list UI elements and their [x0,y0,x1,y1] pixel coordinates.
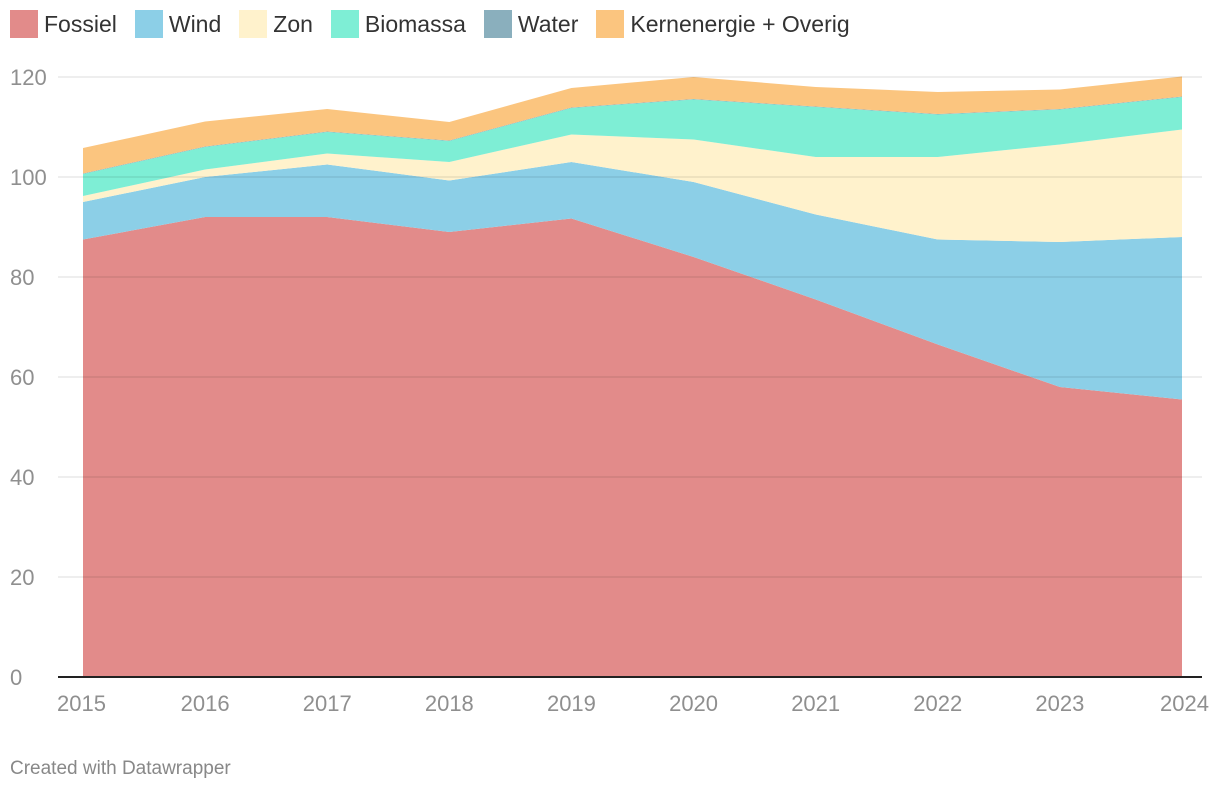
x-tick-label: 2019 [547,691,596,716]
legend-label-wind: Wind [168,10,222,37]
legend-item-zon: Zon [239,10,313,38]
chart-legend: Fossiel Wind Zon Biomassa Water Kernener… [10,10,868,38]
legend-item-biomassa: Biomassa [330,10,466,38]
y-tick-label: 100 [10,165,47,190]
legend-item-fossiel: Fossiel [10,10,117,38]
legend-swatch-wind [134,10,163,38]
x-tick-label: 2023 [1035,691,1084,716]
legend-swatch-fossiel [10,10,38,38]
x-tick-label: 2017 [303,691,352,716]
legend-label-kernenergie-overig: Kernenergie + Overig [630,10,850,37]
area-kernenergie-overig [83,76,1182,174]
x-tick-label: 2022 [913,691,962,716]
x-tick-label: 2018 [425,691,474,716]
legend-swatch-water [483,10,512,38]
legend-label-fossiel: Fossiel [44,10,117,37]
area-fossiel [83,217,1182,677]
y-tick-label: 80 [10,265,34,290]
legend-swatch-biomassa [330,10,359,38]
x-tick-label: 2024 [1160,691,1209,716]
legend-item-wind: Wind [134,10,222,38]
datawrapper-credit: Created with Datawrapper [10,758,231,779]
y-tick-label: 20 [10,565,34,590]
legend-item-kernenergie-overig: Kernenergie + Overig [596,10,850,38]
legend-label-zon: Zon [273,10,313,37]
legend-item-water: Water [483,10,579,38]
area-zon [83,129,1182,242]
x-tick-label: 2015 [57,691,106,716]
area-biomassa [83,97,1182,196]
legend-swatch-kernenergie-overig [596,10,625,38]
legend-label-biomassa: Biomassa [364,10,466,37]
y-tick-label: 0 [10,665,22,690]
y-tick-label: 40 [10,465,34,490]
y-tick-label: 60 [10,365,34,390]
area-wind [83,162,1182,400]
x-tick-label: 2020 [669,691,718,716]
y-tick-label: 120 [10,65,47,90]
x-tick-label: 2016 [181,691,230,716]
legend-label-water: Water [517,10,579,37]
x-tick-label: 2021 [791,691,840,716]
legend-swatch-zon [239,10,268,38]
